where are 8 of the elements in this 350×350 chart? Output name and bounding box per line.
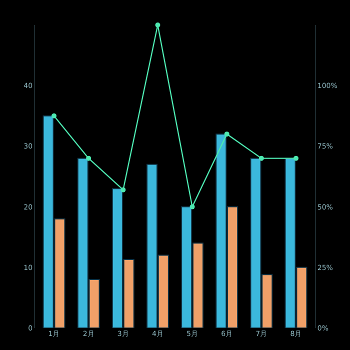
point bbox=[52, 113, 57, 118]
point bbox=[190, 204, 195, 210]
point bbox=[258, 156, 264, 161]
point bbox=[224, 132, 230, 137]
point bbox=[120, 187, 126, 192]
point bbox=[155, 22, 160, 28]
point bbox=[293, 156, 298, 161]
point bbox=[86, 156, 92, 161]
